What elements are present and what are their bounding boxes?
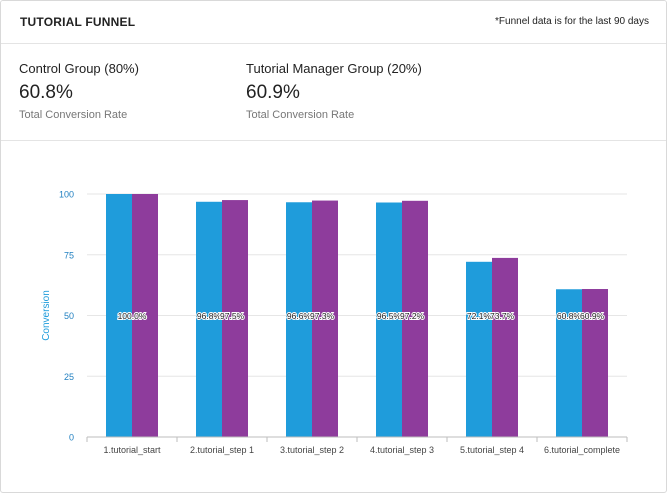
stat-value: 60.9% [246,82,300,103]
data-label: 60.8% [557,311,582,321]
data-label: 73.7% [490,311,515,321]
y-tick-label: 50 [64,311,74,321]
x-tick-label: 6.tutorial_complete [544,445,620,455]
bar [312,200,338,437]
bar [222,200,248,437]
bar [286,202,312,437]
bar [196,201,222,437]
data-label: 97.3% [310,311,335,321]
data-label: 97.5% [220,311,245,321]
chart-area: 100.0% 96.8% 97.5% 96.6% 97.3% 96.5% 97.2% 72.1… [1,141,666,492]
axes: 0 25 50 75 100 1.tutorial_start 2.tutorial_ste… [59,190,628,455]
data-label: 97.2% [400,311,425,321]
data-label: 96.5% [377,311,402,321]
data-label: 72.1% [467,311,492,321]
bar [582,289,608,437]
bar [466,261,492,437]
conversion-stats: Control Group (80%) 60.8% Total Conversi… [1,44,666,141]
y-axis-label: Conversion [41,290,52,341]
x-tick-label: 3.tutorial_step 2 [280,445,344,455]
stat-label: Tutorial Manager Group (20%) [246,61,422,76]
x-tick-label: 5.tutorial_step 4 [460,445,524,455]
bar [376,202,402,437]
panel-header: TUTORIAL FUNNEL *Funnel data is for the … [1,1,666,44]
stat-sublabel: Total Conversion Rate [246,109,355,121]
data-label: 100.0% [118,311,147,321]
data-label: 96.6% [287,311,312,321]
stat-value: 60.8% [19,82,73,103]
data-range-note: *Funnel data is for the last 90 days [495,16,649,27]
y-tick-label: 100 [59,190,74,200]
panel-title: TUTORIAL FUNNEL [20,15,136,29]
bar [132,194,158,437]
x-tick-label: 4.tutorial_step 3 [370,445,434,455]
data-label: 60.9% [580,311,605,321]
grid-lines [87,193,627,377]
stat-label: Control Group (80%) [19,61,139,76]
data-label: 96.8% [197,311,222,321]
y-tick-label: 25 [64,372,74,382]
stat-sublabel: Total Conversion Rate [19,109,128,121]
bar [492,257,518,437]
bars: 100.0% 96.8% 97.5% 96.6% 97.3% 96.5% 97.2% 72.1… [106,194,608,437]
y-tick-label: 0 [69,433,74,443]
y-tick-label: 75 [64,250,74,260]
bar [106,194,132,437]
control-group-stat: Control Group (80%) 60.8% Total Conversi… [19,61,139,121]
x-tick-label: 1.tutorial_start [103,445,161,455]
bar [556,289,582,437]
funnel-bar-chart: 100.0% 96.8% 97.5% 96.6% 97.3% 96.5% 97.2% 72.1… [41,190,628,455]
x-tick-label: 2.tutorial_step 1 [190,445,254,455]
tutorial-manager-group-stat: Tutorial Manager Group (20%) 60.9% Total… [246,61,422,121]
bar [402,200,428,437]
